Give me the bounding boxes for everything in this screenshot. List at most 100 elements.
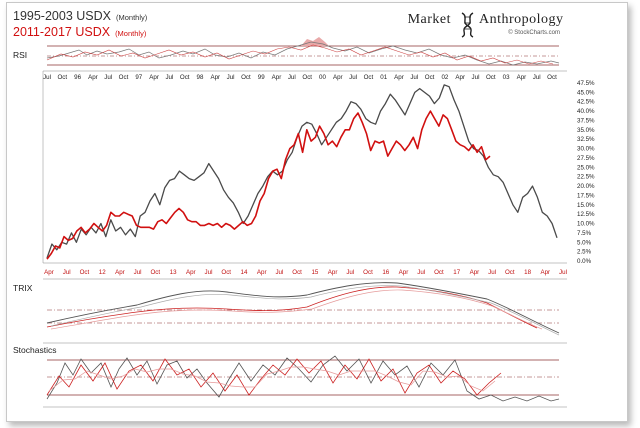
chart-svg: 1995-2003 USDX (Monthly) 2011-2017 USDX (M…	[13, 9, 595, 408]
y-tick-2: 42.5%	[577, 99, 595, 106]
x-axis-top: Jul Oct 96 Apr Jul Oct 97 Apr Jul Oct 98 Apr Jul Oct 9…	[43, 74, 557, 81]
x-bottom-tick-20: Apr	[399, 269, 409, 276]
y-tick-17: 5.0%	[577, 239, 592, 246]
x-bottom-tick-26: Oct	[505, 269, 515, 276]
x-top-tick-5: Oct	[119, 74, 129, 81]
x-top-tick-14: 99	[258, 74, 265, 81]
y-tick-16: 7.5%	[577, 230, 592, 237]
x-top-tick-28: Jul	[472, 74, 480, 81]
y-tick-6: 32.5%	[577, 136, 595, 143]
x-bottom-tick-10: Oct	[221, 269, 231, 276]
x-top-tick-29: Oct	[486, 74, 496, 81]
title-2011-2017: 2011-2017 USDX (Monthly)	[13, 25, 147, 39]
x-bottom-tick-14: Oct	[292, 269, 302, 276]
x-bottom-tick-9: Jul	[205, 269, 213, 276]
x-bottom-tick-1: Jul	[63, 269, 71, 276]
x-top-tick-13: Oct	[241, 74, 251, 81]
y-tick-3: 40.0%	[577, 108, 595, 115]
series-group	[46, 84, 558, 260]
stochastics-panel: Stochastics	[13, 342, 567, 408]
rsi-label: RSI	[13, 50, 27, 60]
title-1995-2003: 1995-2003 USDX (Monthly)	[13, 9, 148, 23]
y-tick-10: 22.5%	[577, 174, 595, 181]
x-top-tick-17: Oct	[302, 74, 312, 81]
x-bottom-tick-16: Apr	[328, 269, 338, 276]
x-top-tick-1: Oct	[57, 74, 67, 81]
x-top-tick-16: Jul	[288, 74, 296, 81]
y-tick-18: 2.5%	[577, 249, 592, 256]
rsi-panel: RSI	[13, 37, 560, 66]
x-top-tick-19: Apr	[333, 74, 343, 81]
x-top-tick-23: Apr	[394, 74, 404, 81]
x-top-tick-3: Apr	[88, 74, 98, 81]
trix-signal-2011	[50, 289, 543, 330]
chart-card: 1995-2003 USDX (Monthly) 2011-2017 USDX (M…	[6, 2, 628, 422]
stoch-line-2011	[46, 358, 502, 396]
x-bottom-tick-12: Apr	[257, 269, 267, 276]
y-tick-13: 15.0%	[577, 202, 595, 209]
x-top-tick-27: Apr	[455, 74, 465, 81]
x-axis-bottom: Apr Jul Oct 12 Apr Jul Oct 13 Apr Jul Oct 14 Apr Jul O…	[44, 269, 567, 276]
y-tick-4: 37.5%	[577, 118, 595, 125]
x-top-tick-21: Oct	[364, 74, 374, 81]
x-top-tick-6: 97	[135, 74, 142, 81]
x-top-tick-32: Jul	[533, 74, 541, 81]
x-top-tick-11: Apr	[210, 74, 220, 81]
y-tick-1: 45.0%	[577, 89, 595, 96]
x-top-tick-0: Jul	[43, 74, 51, 81]
x-bottom-tick-23: 17	[453, 269, 460, 276]
x-top-tick-26: 02	[441, 74, 448, 81]
y-tick-5: 35.0%	[577, 127, 595, 134]
x-bottom-tick-13: Jul	[275, 269, 283, 276]
x-bottom-tick-8: Apr	[186, 269, 196, 276]
x-bottom-tick-7: 13	[170, 269, 177, 276]
x-bottom-tick-22: Oct	[434, 269, 444, 276]
stochastics-label: Stochastics	[13, 345, 56, 355]
trix-line-2011	[46, 286, 538, 329]
brand-anthropology: Anthropology	[479, 12, 564, 27]
x-bottom-tick-2: Oct	[80, 269, 90, 276]
rsi-line-2011	[46, 44, 554, 65]
y-tick-7: 30.0%	[577, 146, 595, 153]
x-top-tick-30: 03	[503, 74, 510, 81]
x-bottom-tick-15: 15	[311, 269, 318, 276]
x-bottom-tick-11: 14	[241, 269, 248, 276]
x-bottom-tick-29: Jul	[559, 269, 567, 276]
x-top-tick-25: Oct	[425, 74, 435, 81]
x-top-tick-22: 01	[380, 74, 387, 81]
y-tick-12: 17.5%	[577, 192, 595, 199]
y-tick-11: 20.0%	[577, 183, 595, 190]
x-top-tick-10: 98	[197, 74, 204, 81]
x-top-tick-31: Apr	[517, 74, 527, 81]
y-tick-0: 47.5%	[577, 80, 595, 87]
x-top-tick-7: Apr	[149, 74, 159, 81]
series-line-2011-2017	[46, 110, 491, 260]
x-top-tick-9: Oct	[180, 74, 190, 81]
y-tick-8: 27.5%	[577, 155, 595, 162]
x-top-tick-24: Jul	[410, 74, 418, 81]
x-bottom-tick-19: 16	[382, 269, 389, 276]
series-line-1995-2003	[46, 84, 558, 259]
y-axis-right: 47.5% 45.0% 42.5% 40.0% 37.5% 35.0% 32.5% 30.0%…	[577, 80, 595, 265]
x-bottom-tick-3: 12	[99, 269, 106, 276]
x-top-tick-4: Jul	[104, 74, 112, 81]
x-bottom-tick-25: Jul	[488, 269, 496, 276]
x-top-tick-15: Apr	[272, 74, 282, 81]
trix-signal-1995	[50, 285, 560, 336]
y-tick-19: 0.0%	[577, 258, 592, 265]
x-bottom-tick-4: Apr	[115, 269, 125, 276]
stoch-signal-2011	[48, 366, 496, 392]
x-bottom-tick-17: Jul	[346, 269, 354, 276]
stockcharts-credit: © StockCharts.com	[508, 29, 560, 36]
x-top-tick-12: Jul	[227, 74, 235, 81]
y-tick-14: 12.5%	[577, 211, 595, 218]
x-bottom-tick-5: Jul	[134, 269, 142, 276]
x-top-tick-33: Oct	[547, 74, 557, 81]
x-bottom-tick-28: Apr	[540, 269, 550, 276]
stoch-line-1995	[46, 355, 560, 402]
x-top-tick-8: Jul	[165, 74, 173, 81]
trix-panel: TRIX	[13, 278, 567, 336]
y-tick-15: 10.0%	[577, 221, 595, 228]
x-bottom-tick-6: Oct	[150, 269, 160, 276]
